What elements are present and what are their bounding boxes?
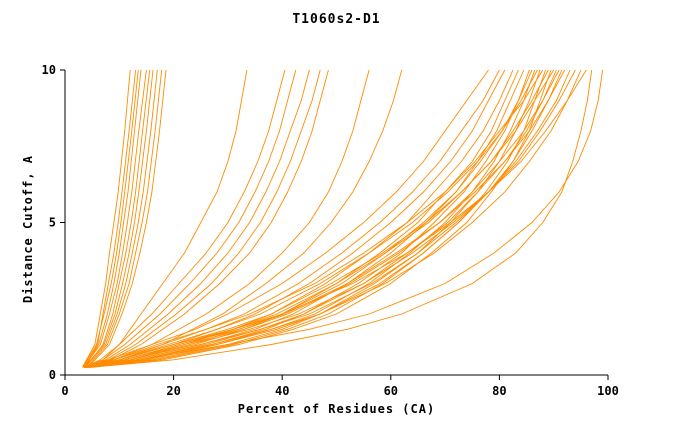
model-curve <box>85 69 538 368</box>
model-curve <box>86 69 541 368</box>
model-curve <box>83 69 154 368</box>
x-tick-label: 60 <box>384 384 398 398</box>
model-curve <box>86 69 582 368</box>
model-curve <box>86 69 310 368</box>
y-tick-label: 0 <box>49 368 56 382</box>
model-curve <box>84 69 158 368</box>
model-curve <box>82 69 131 368</box>
model-curve <box>83 69 147 368</box>
y-axis-label: Distance Cutoff, A <box>21 154 35 304</box>
y-tick-label: 10 <box>42 63 56 77</box>
model-curve <box>84 69 587 368</box>
model-curve <box>83 69 286 368</box>
model-curve <box>85 69 565 368</box>
model-curve <box>92 69 604 368</box>
model-curve <box>84 69 555 368</box>
model-curve <box>87 69 557 368</box>
x-tick-label: 40 <box>275 384 289 398</box>
model-curve <box>84 69 321 368</box>
model-curve <box>86 69 576 368</box>
model-curve <box>83 69 489 368</box>
model-curve <box>87 69 519 368</box>
model-curve <box>84 69 142 368</box>
x-axis-label: Percent of Residues (CA) <box>237 402 436 416</box>
y-tick-label: 5 <box>49 216 56 230</box>
model-curve <box>87 69 167 368</box>
x-tick-label: 80 <box>492 384 506 398</box>
chart-title: T1060s2-D1 <box>292 12 381 27</box>
model-curve <box>83 69 544 368</box>
model-curve <box>82 69 139 368</box>
x-tick-label: 0 <box>61 384 68 398</box>
model-curve <box>87 69 329 368</box>
x-tick-label: 20 <box>166 384 180 398</box>
model-curve <box>86 69 163 368</box>
model-curve <box>85 69 560 368</box>
model-curve <box>85 69 500 368</box>
model-curve <box>85 69 151 368</box>
x-tick-label: 100 <box>597 384 619 398</box>
model-curve <box>86 69 549 368</box>
model-curve <box>86 69 563 368</box>
model-curve <box>89 69 593 368</box>
model-curve <box>87 69 571 368</box>
model-curve <box>85 69 297 368</box>
